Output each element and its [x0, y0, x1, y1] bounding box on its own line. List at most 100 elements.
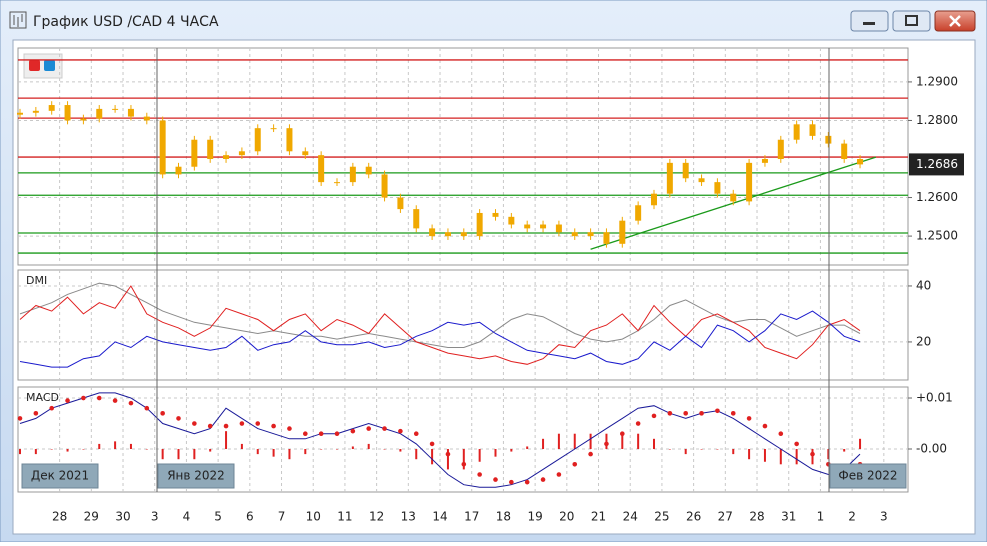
signal-dot: [334, 431, 340, 437]
histogram-bar: [225, 431, 228, 450]
candle-body: [17, 112, 23, 115]
candle-body: [96, 108, 103, 119]
signal-dot: [160, 411, 165, 416]
y-tick-label: 40: [916, 278, 931, 292]
x-tick-label: 2: [848, 510, 856, 524]
histogram-bar: [446, 449, 449, 470]
current-price: 1.2686: [916, 157, 958, 171]
signal-dot: [287, 426, 292, 431]
signal-dot: [17, 416, 23, 421]
candle-body: [413, 209, 420, 229]
x-tick-label: 11: [337, 510, 352, 524]
candle-body: [381, 174, 388, 198]
macd-line: [19, 392, 861, 488]
candle-body: [508, 216, 515, 225]
close-button[interactable]: [934, 10, 976, 32]
signal-dot: [715, 408, 720, 414]
signal-dot: [192, 421, 197, 426]
candle-body: [777, 139, 784, 160]
signal-dot: [556, 472, 562, 477]
signal-dot: [493, 477, 498, 482]
signal-dot: [762, 423, 768, 429]
candle-body: [444, 232, 451, 237]
signal-dot: [255, 421, 261, 426]
signal-dot: [651, 413, 657, 419]
histogram-bar: [161, 449, 164, 460]
signal-dot: [620, 431, 625, 437]
histogram-bar: [684, 449, 687, 455]
signal-dot: [667, 411, 673, 416]
histogram-bar: [716, 449, 719, 450]
histogram-bar: [320, 449, 323, 450]
histogram-bar: [462, 449, 465, 470]
minimize-button[interactable]: [850, 10, 889, 32]
candle-body: [571, 232, 578, 237]
x-tick-label: 28: [52, 510, 67, 524]
dmi-panel: [17, 269, 909, 381]
signal-dot: [730, 411, 736, 416]
x-tick-label: 18: [496, 510, 511, 524]
month-label: Янв 2022: [157, 463, 235, 489]
histogram-bar: [748, 449, 751, 460]
price-box: [909, 153, 964, 176]
signal-dot: [81, 395, 86, 401]
signal-dot: [429, 441, 435, 447]
candle-body: [746, 162, 753, 202]
histogram-bar: [209, 449, 212, 452]
histogram-bar: [637, 433, 640, 450]
y-tick-label: -0.00: [916, 442, 947, 456]
histogram-bar: [526, 446, 529, 450]
signal-dot: [635, 421, 641, 426]
x-tick-label: 29: [84, 510, 99, 524]
histogram-bar: [605, 433, 608, 450]
candle-body: [64, 105, 71, 121]
candle-body: [223, 155, 230, 160]
month-label-text: Фев 2022: [838, 469, 897, 483]
candle-body: [698, 178, 705, 183]
window-title: График USD /CAD 4 ЧАСА: [33, 14, 219, 30]
histogram-bar: [779, 449, 782, 465]
x-tick-label: 31: [781, 510, 796, 524]
candle-body: [207, 139, 214, 160]
histogram-bar: [367, 443, 370, 450]
histogram-bar: [50, 449, 53, 450]
candle-body: [460, 232, 467, 237]
x-tick-label: 6: [246, 510, 254, 524]
histogram-bar: [494, 449, 497, 457]
month-label-text: Дек 2021: [31, 469, 89, 483]
histogram-bar: [843, 449, 846, 452]
candle-body: [666, 162, 673, 194]
x-tick-label: 30: [115, 510, 130, 524]
signal-dot: [509, 479, 514, 485]
signal-dot: [572, 462, 578, 467]
histogram-bar: [82, 449, 85, 450]
candle-body: [793, 124, 800, 140]
signal-dot: [398, 428, 403, 434]
chart-controls[interactable]: [23, 53, 63, 79]
histogram-bar: [272, 449, 275, 457]
signal-dot: [382, 426, 387, 431]
x-tick-label: 1: [817, 510, 825, 524]
candle-body: [365, 166, 372, 175]
histogram-bar: [589, 433, 592, 450]
histogram-bar: [145, 449, 148, 450]
histogram-bar: [621, 433, 624, 450]
candle-body: [651, 193, 657, 206]
histogram-bar: [193, 449, 196, 460]
candle-body: [318, 155, 325, 183]
candle-body: [841, 143, 848, 160]
y-tick-label: 1.2800: [916, 113, 958, 127]
histogram-bar: [129, 443, 132, 450]
signal-dot: [128, 400, 134, 406]
signal-dot: [350, 428, 356, 434]
x-tick-label: 20: [559, 510, 574, 524]
signal-dot: [810, 451, 815, 457]
candle-body: [80, 118, 87, 121]
candle-body: [286, 128, 293, 152]
signal-dot: [746, 416, 752, 421]
signal-dot: [477, 472, 482, 477]
signal-dot: [239, 421, 245, 426]
restore-button[interactable]: [892, 10, 931, 32]
candle-body: [238, 151, 245, 156]
